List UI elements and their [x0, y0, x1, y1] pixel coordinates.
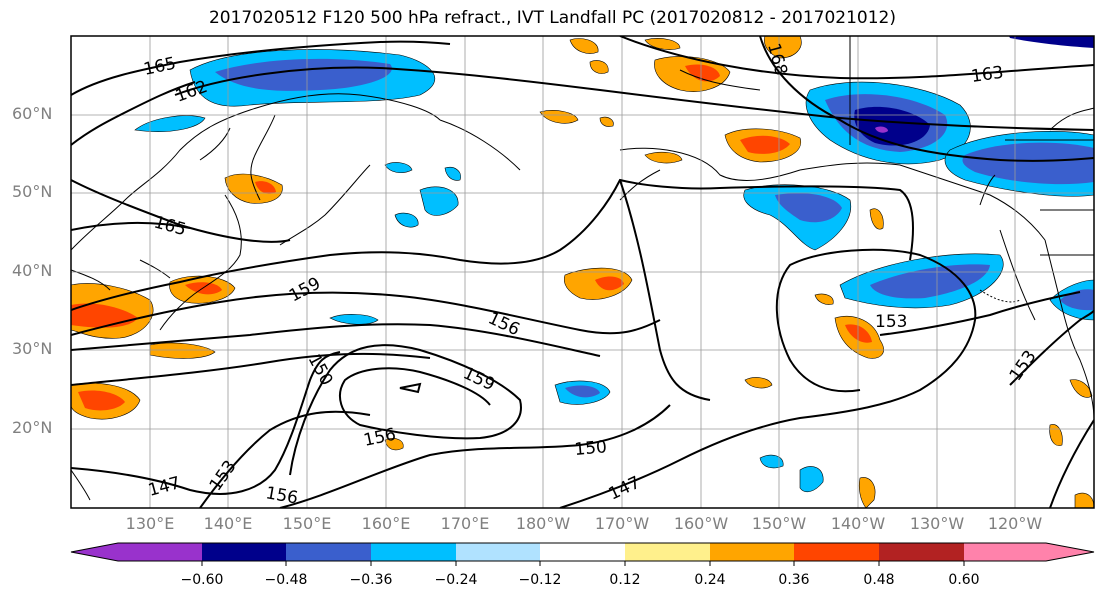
colorbar-tick-label: 0.12 [609, 572, 641, 588]
colorbar-tick-label: 0.24 [694, 572, 726, 588]
lat-label: 30°N [12, 339, 53, 358]
lat-label: 60°N [12, 104, 53, 123]
shading-layer [71, 36, 1094, 508]
contour-label: 153 [875, 312, 907, 332]
coastlines [71, 36, 1094, 501]
lon-label: 150°E [282, 514, 332, 533]
colorbar-segment [456, 543, 540, 561]
lat-label: 20°N [12, 418, 53, 437]
colorbar-tick-label: 0.60 [948, 572, 980, 588]
gridlines [71, 36, 1094, 508]
lon-label: 170°W [594, 514, 650, 533]
colorbar-segment [71, 543, 202, 561]
colorbar-tick-label: −0.24 [434, 572, 478, 588]
lat-label: 50°N [12, 182, 53, 201]
colorbar [70, 542, 1095, 566]
colorbar-tick-label: −0.36 [349, 572, 393, 588]
colorbar-tick-label: −0.48 [264, 572, 308, 588]
colorbar-tick-label: 0.36 [778, 572, 810, 588]
colorbar-segment [371, 543, 456, 561]
contour-label: 150 [574, 437, 608, 460]
lon-label: 130°W [909, 514, 965, 533]
colorbar-segment [540, 543, 625, 561]
map-title: 2017020512 F120 500 hPa refract., IVT La… [208, 8, 896, 28]
colorbar-tick-label: 0.48 [863, 572, 895, 588]
lon-label: 150°W [751, 514, 807, 533]
contour-label: 163 [970, 63, 1005, 87]
colorbar-segment [964, 543, 1094, 561]
lon-label: 120°W [987, 514, 1043, 533]
colorbar-tick-label: −0.12 [518, 572, 562, 588]
colorbar-segment [710, 543, 794, 561]
colorbar-segment [625, 543, 710, 561]
lon-label: 180°W [515, 514, 571, 533]
refractivity-contours [71, 36, 1094, 508]
lon-label: 130°E [125, 514, 175, 533]
colorbar-segment [794, 543, 879, 561]
colorbar-segment [879, 543, 964, 561]
lon-label: 140°E [203, 514, 253, 533]
colorbar-segment [286, 543, 371, 561]
lon-label: 140°W [830, 514, 886, 533]
plot-area: 165 162 168 163 165 159 156 150 159 156 … [71, 36, 1094, 508]
contour-label: 156 [264, 483, 299, 508]
lon-label: 160°E [361, 514, 411, 533]
colorbar-tick-label: −0.60 [180, 572, 224, 588]
map-frame [70, 35, 1095, 509]
lon-label: 160°W [673, 514, 729, 533]
lat-label: 40°N [12, 261, 53, 280]
lon-label: 170°E [440, 514, 490, 533]
colorbar-segment [202, 543, 286, 561]
